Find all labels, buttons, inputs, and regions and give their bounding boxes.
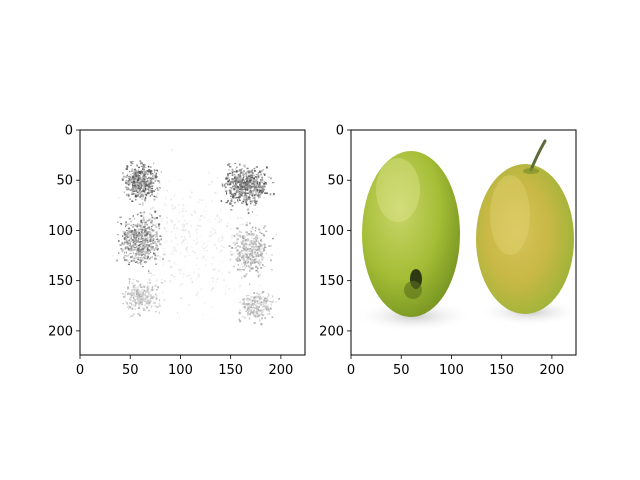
apple-right-highlight: [490, 175, 530, 255]
saliency-map-y-tick-label: 50: [56, 174, 73, 189]
apple-photo-x-tick-label: 100: [439, 363, 464, 378]
apple-left: [362, 151, 460, 317]
saliency-map-x-tick-label: 100: [168, 363, 193, 378]
apple-left-highlight: [376, 158, 420, 222]
saliency-map-frame: [79, 129, 306, 356]
apple-photo-y-tick-label: 50: [327, 174, 344, 189]
apple-right: [476, 164, 574, 314]
saliency-map-axes: 0 50 100 150 200 0 50 100 150 200: [48, 124, 306, 379]
apple-left-calyx-shade: [404, 281, 422, 299]
saliency-map-x-tick-label: 200: [268, 363, 293, 378]
saliency-map-x-tick-label: 150: [218, 363, 243, 378]
saliency-map-y-tick-label: 200: [48, 324, 73, 339]
apple-photo-x-tick-label: 150: [489, 363, 514, 378]
apple-right-stem: [529, 139, 547, 172]
apple-photo-y-tick-label: 200: [319, 324, 344, 339]
apple-photo-x-tick-label: 200: [539, 363, 564, 378]
saliency-map-y-tick-label: 100: [48, 224, 73, 239]
saliency-speckles: [112, 148, 280, 326]
saliency-map-y-tick-label: 0: [65, 124, 73, 139]
saliency-map-background: [80, 130, 305, 355]
apple-photo-y-tick-label: 100: [319, 224, 344, 239]
apple-photo-y-tick-label: 0: [336, 124, 344, 139]
apple-photo-ticks: 0 50 100 150 200 0 50 100 150 200: [319, 124, 564, 379]
apple-photo-y-tick-label: 150: [319, 274, 344, 289]
saliency-map-x-tick-label: 50: [122, 363, 139, 378]
apple-photo-x-tick-label: 50: [393, 363, 410, 378]
apple-photo-frame: [350, 129, 577, 356]
apple-photo: [351, 130, 576, 355]
apple-photo-axes: 0 50 100 150 200 0 50 100 150 200: [319, 124, 577, 379]
apple-right-stem-cavity: [523, 168, 539, 174]
apple-photo-x-tick-label: 0: [347, 363, 355, 378]
saliency-map-x-tick-label: 0: [76, 363, 84, 378]
saliency-map-y-tick-label: 150: [48, 274, 73, 289]
saliency-map-ticks: 0 50 100 150 200 0 50 100 150 200: [48, 124, 293, 379]
